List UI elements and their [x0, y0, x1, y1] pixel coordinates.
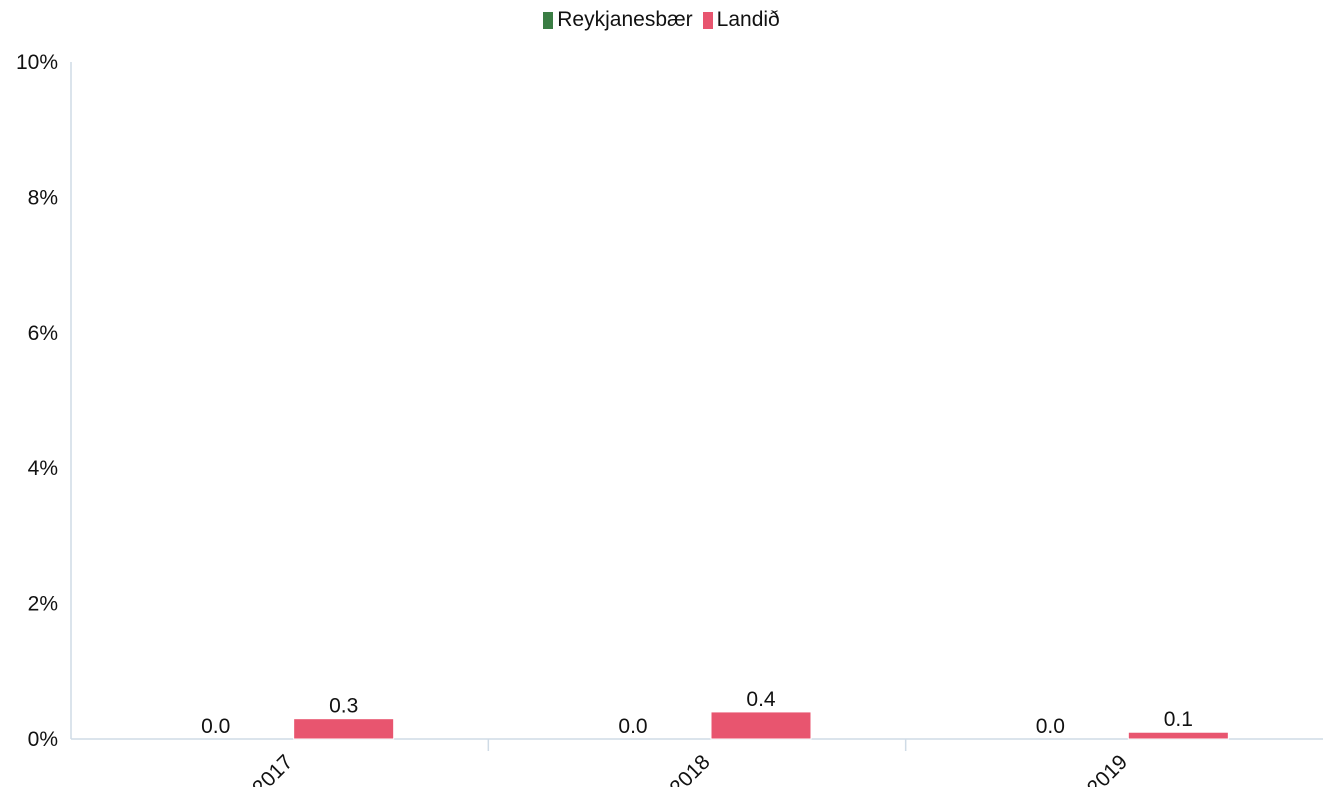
data-label-landid-2019: 0.1	[1164, 708, 1193, 731]
data-label-reykjanesbaer-2019: 0.0	[1036, 715, 1065, 738]
data-label-landid-2017: 0.3	[329, 695, 358, 718]
x-tick-label-2018: 2018	[665, 750, 714, 787]
data-label-reykjanesbaer-2017: 0.0	[201, 715, 230, 738]
y-tick-label: 8%	[28, 186, 58, 209]
y-tick-label: 4%	[28, 457, 58, 480]
y-tick-label: 6%	[28, 322, 58, 345]
y-tick-label: 0%	[28, 728, 58, 751]
bar-landid-2018	[710, 711, 812, 740]
bar-landid-2019	[1127, 731, 1229, 740]
legend-item-landid[interactable]: Landið	[702, 8, 780, 32]
legend-label-landid: Landið	[716, 8, 780, 31]
bar-landid-2017	[293, 718, 395, 740]
legend-label-reykjanesbaer: Reykjanesbær	[557, 8, 693, 31]
legend-swatch-landid	[702, 11, 713, 29]
legend: Reykjanesbær Landið	[0, 8, 1323, 32]
legend-item-reykjanesbaer[interactable]: Reykjanesbær	[543, 8, 693, 32]
data-label-landid-2018: 0.4	[746, 688, 776, 711]
y-tick-label: 2%	[28, 593, 58, 616]
data-label-reykjanesbaer-2018: 0.0	[618, 715, 647, 738]
y-tick-label: 10%	[16, 51, 58, 74]
x-tick-label-2017: 2017	[248, 750, 297, 787]
x-tick-label-2019: 2019	[1083, 750, 1132, 787]
legend-swatch-reykjanesbaer	[543, 11, 554, 29]
